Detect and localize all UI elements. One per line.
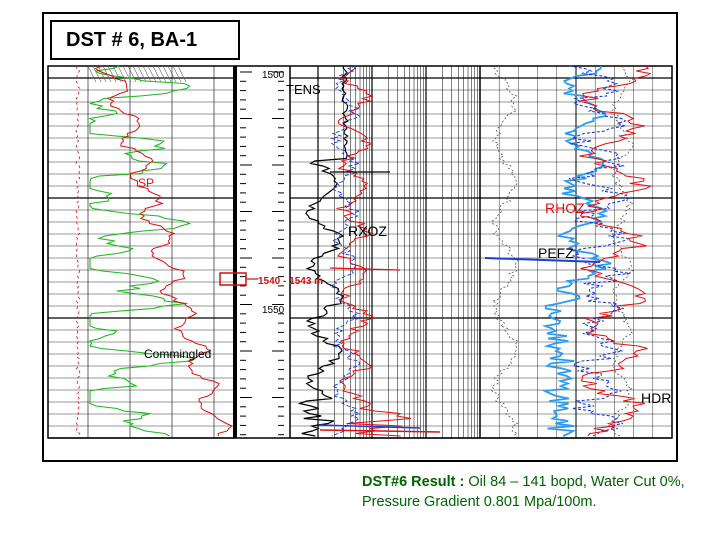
hatch-line — [132, 65, 142, 83]
curve-label-hdr: HDR — [641, 390, 671, 406]
curve-label-sp: SP — [138, 176, 154, 190]
hatch-line — [122, 65, 132, 83]
spike-line — [329, 267, 401, 271]
spike-line — [319, 424, 421, 429]
caliper-curve — [75, 65, 81, 437]
gr-dotted-curve — [491, 65, 519, 437]
hatch-line — [152, 65, 162, 83]
hatch-line — [87, 65, 97, 83]
depth-label-1550: 1550 — [262, 305, 285, 316]
tens-curve — [297, 66, 349, 437]
hatch-line — [137, 65, 147, 83]
hatch-line — [147, 65, 157, 83]
hatch-line — [157, 65, 167, 83]
hatch-line — [162, 65, 172, 83]
density-curve — [541, 66, 612, 437]
gamma-curve — [88, 65, 197, 437]
pefz-curve — [568, 65, 631, 437]
hatch-line — [127, 65, 137, 83]
log-grid — [47, 65, 673, 439]
resistivity-curve — [328, 65, 362, 437]
rhoz-curve — [579, 65, 653, 437]
hatch-line — [177, 65, 187, 83]
neutron-dotted-curve — [610, 65, 635, 437]
hatch-line — [142, 65, 152, 83]
hatch-line — [92, 65, 102, 83]
result-label: DST#6 Result : — [362, 474, 465, 490]
hatch-line — [117, 65, 127, 83]
slide-title: DST # 6, BA-1 — [50, 20, 240, 60]
spike-line — [484, 257, 601, 263]
hatch-line — [167, 65, 177, 83]
curve-label-pefz: PEFZ — [538, 245, 574, 261]
curve-label-tens: TENS — [286, 82, 321, 97]
spike-line — [319, 429, 441, 433]
curve-label-rhoz: RHOZ — [545, 200, 585, 216]
result-text: Oil 84 – 141 bopd, Water Cut 0%, Pressur… — [362, 474, 685, 510]
dst-result: DST#6 Result : Oil 84 – 141 bopd, Water … — [362, 472, 692, 512]
zone-note: Commingled — [144, 347, 212, 361]
interval-label: 1540 - 1543 m — [258, 276, 323, 287]
depth-label-1500: 1500 — [262, 70, 285, 81]
log-curves — [75, 65, 653, 437]
curve-label-rxoz: RXOZ — [348, 223, 387, 239]
sp-curve — [94, 65, 233, 437]
rxoz-curve — [335, 65, 412, 437]
hatch-line — [172, 65, 182, 83]
